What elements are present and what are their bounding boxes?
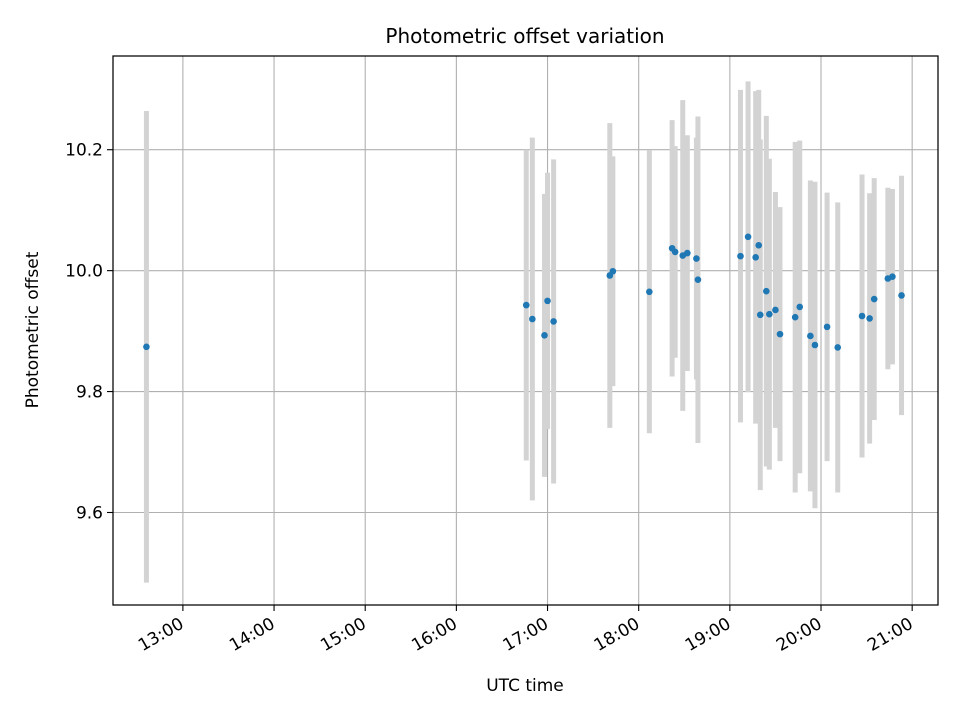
- data-point: [744, 233, 752, 241]
- data-point: [143, 343, 150, 351]
- data-point: [544, 297, 551, 305]
- data-point: [737, 252, 744, 260]
- data-point: [756, 311, 764, 319]
- data-point: [823, 323, 831, 331]
- data-point: [889, 273, 896, 280]
- data-point: [772, 306, 779, 314]
- y-axis-ticks: 9.6 9.8 10.0 10.2: [65, 141, 113, 523]
- data-point: [763, 287, 770, 295]
- data-point: [898, 292, 905, 299]
- data-point: [693, 255, 700, 262]
- data-point: [834, 344, 842, 351]
- chart-title: Photometric offset variation: [385, 24, 664, 48]
- data-point: [807, 332, 814, 340]
- data-point: [791, 313, 799, 321]
- data-point: [755, 241, 763, 249]
- x-axis-label: UTC time: [486, 676, 564, 696]
- data-point: [541, 332, 548, 339]
- y-tick-label: 10.2: [65, 141, 103, 161]
- y-tick-label: 9.8: [76, 383, 103, 403]
- data-points: [143, 233, 905, 351]
- data-point: [694, 276, 702, 284]
- data-point: [811, 341, 819, 349]
- data-point: [550, 318, 557, 325]
- data-point: [870, 295, 878, 303]
- data-point: [866, 315, 873, 322]
- data-point: [796, 303, 804, 311]
- data-point: [684, 249, 691, 257]
- data-point: [766, 310, 773, 318]
- y-axis-label: Photometric offset: [23, 251, 43, 408]
- y-tick-label: 10.0: [65, 262, 103, 282]
- data-point: [776, 330, 784, 338]
- data-point: [671, 248, 679, 256]
- data-point: [646, 288, 653, 296]
- data-point: [609, 267, 617, 275]
- data-point: [529, 315, 536, 323]
- data-point: [752, 254, 759, 261]
- plot-frame: [112, 55, 939, 606]
- data-point: [858, 312, 866, 320]
- data-point: [522, 301, 530, 309]
- y-tick-label: 9.6: [76, 503, 103, 523]
